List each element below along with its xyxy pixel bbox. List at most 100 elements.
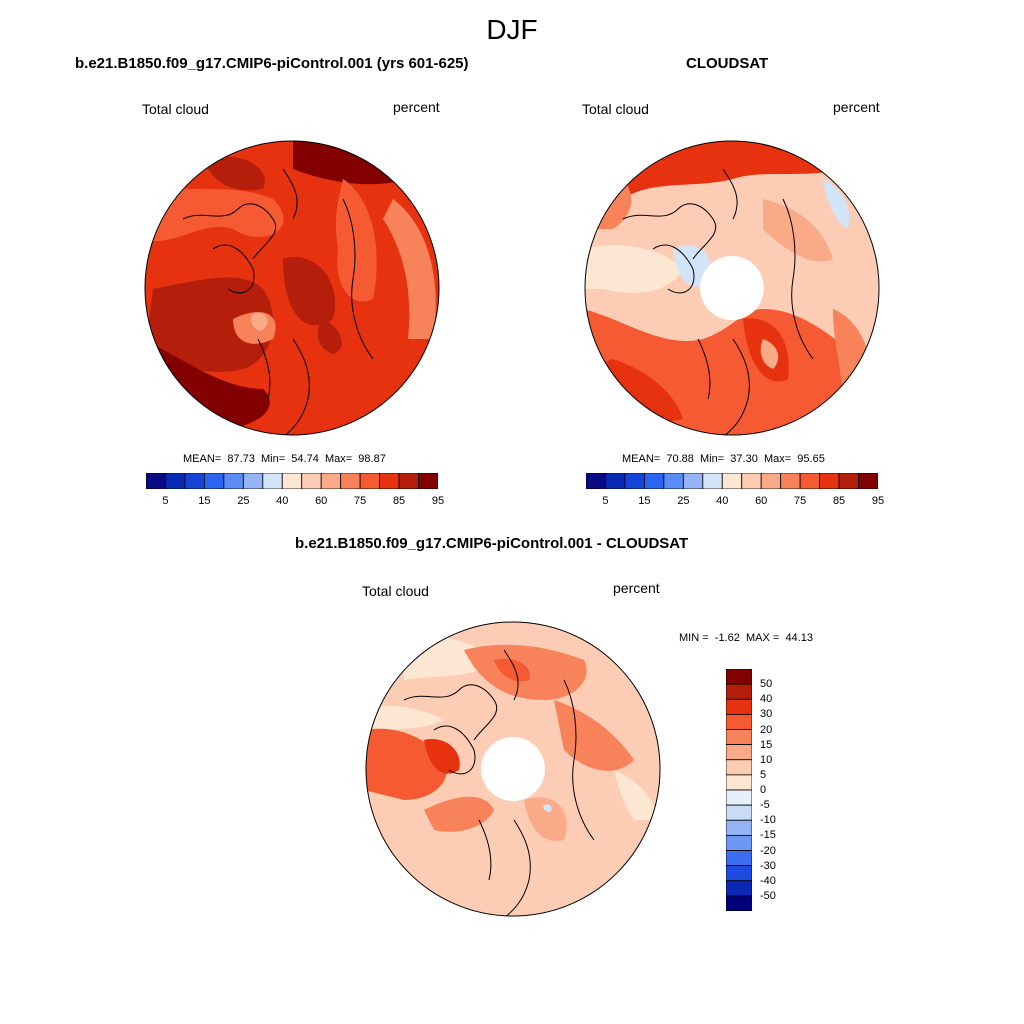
obs-colorbar-tick-label: 5	[602, 495, 609, 507]
obs-panel-title: CLOUDSAT	[686, 55, 769, 72]
diff-colorbar-tick-label: 40	[760, 693, 773, 706]
diff-polar-map	[365, 621, 661, 917]
obs-colorbar-tick-label: 40	[716, 495, 729, 507]
diff-colorbar-box	[726, 789, 752, 806]
obs-units-label: percent	[833, 99, 880, 115]
model-colorbar-box	[262, 473, 283, 489]
obs-colorbar-tick-label: 75	[794, 495, 807, 507]
obs-colorbar-tick-label: 85	[832, 495, 846, 507]
obs-colorbar-box	[682, 473, 704, 489]
diff-units-label: percent	[613, 580, 660, 596]
diff-max-label: MAX =	[745, 632, 780, 644]
diff-colorbar-tick-label: -30	[760, 859, 776, 872]
obs-colorbar-labels: 5 15 25 40 60 75 85 95	[586, 495, 884, 509]
model-colorbar-tick-label: 5	[162, 495, 169, 507]
obs-colorbar-box	[858, 473, 878, 489]
diff-colorbar-box	[726, 683, 752, 700]
model-colorbar-box	[281, 473, 303, 489]
main-title: DJF	[486, 14, 538, 45]
diff-colorbar-tick-label: 10	[760, 753, 773, 766]
diff-colorbar-box	[726, 744, 752, 761]
obs-mean-value: 70.88	[666, 453, 694, 465]
diff-min-value: -1.62	[714, 632, 740, 644]
obs-min-value: 37.30	[730, 453, 758, 465]
model-stats: MEAN= 87.73 Min= 54.74 Max= 98.87	[183, 453, 386, 465]
diff-variable-label: Total cloud	[362, 583, 429, 599]
diff-colorbar-tick-label: -10	[760, 814, 776, 827]
model-colorbar-box	[359, 473, 380, 489]
model-colorbar-tick-label: 60	[315, 495, 328, 507]
obs-colorbar-tick-label: 60	[755, 495, 768, 507]
model-max-value: 98.87	[358, 453, 386, 465]
obs-colorbar	[586, 473, 878, 489]
obs-colorbar-tick-label: 25	[677, 495, 690, 507]
model-max-label: Max=	[324, 453, 353, 465]
model-colorbar-tick-label: 75	[354, 495, 367, 507]
diff-colorbar-tick-label: 15	[760, 738, 773, 751]
diff-colorbar-tick-label: 30	[760, 708, 773, 721]
diff-colorbar-tick-label: 50	[760, 678, 773, 691]
diff-colorbar-box	[726, 865, 752, 882]
obs-colorbar-box	[838, 473, 859, 489]
diff-colorbar-tick-label: 20	[760, 723, 773, 736]
model-colorbar-box	[379, 473, 400, 489]
model-colorbar-box	[223, 473, 244, 489]
model-colorbar-tick-label: 25	[237, 495, 250, 507]
obs-colorbar-box	[721, 473, 743, 489]
obs-colorbar-box	[605, 473, 626, 489]
obs-colorbar-box	[741, 473, 762, 489]
obs-colorbar-tick-label: 15	[638, 495, 651, 507]
model-panel-title: b.e21.B1850.f09_g17.CMIP6-piControl.001 …	[75, 55, 469, 72]
diff-colorbar-box	[726, 669, 752, 685]
diff-colorbar-box	[726, 819, 752, 836]
diff-colorbar-box	[726, 804, 752, 821]
obs-colorbar-box	[663, 473, 684, 489]
obs-colorbar-box	[644, 473, 665, 489]
model-polar-map	[144, 140, 440, 436]
obs-colorbar-box	[702, 473, 723, 489]
model-colorbar-box	[418, 473, 438, 489]
obs-colorbar-tick-label: 95	[871, 495, 885, 507]
diff-colorbar-box	[726, 895, 752, 911]
diff-colorbar-box	[726, 880, 752, 897]
obs-colorbar-box	[586, 473, 606, 489]
model-colorbar-tick-label: 40	[276, 495, 289, 507]
diff-colorbar-tick-label: -50	[760, 889, 776, 902]
diff-colorbar-box	[726, 698, 752, 715]
model-variable-label: Total cloud	[142, 101, 209, 117]
model-min-value: 54.74	[291, 453, 319, 465]
obs-variable-label: Total cloud	[582, 101, 649, 117]
diff-colorbar-box	[726, 729, 752, 746]
obs-stats: MEAN= 70.88 Min= 37.30 Max= 95.65	[622, 453, 825, 465]
obs-max-label: Max=	[763, 453, 792, 465]
model-colorbar-tick-label: 85	[392, 495, 406, 507]
diff-colorbar-box	[726, 713, 752, 730]
diff-colorbar-box	[726, 850, 752, 867]
model-mean-value: 87.73	[227, 453, 255, 465]
model-colorbar-box	[242, 473, 264, 489]
model-mean-label: MEAN=	[183, 453, 222, 465]
diff-colorbar-tick-label: -5	[760, 799, 770, 812]
obs-colorbar-box	[624, 473, 645, 489]
obs-min-label: Min=	[700, 453, 725, 465]
model-colorbar-box	[340, 473, 361, 489]
model-colorbar-tick-label: 95	[431, 495, 445, 507]
model-colorbar-box	[398, 473, 419, 489]
obs-polar-map	[584, 140, 880, 436]
model-colorbar-tick-label: 15	[198, 495, 211, 507]
diff-min-label: MIN =	[679, 632, 709, 644]
obs-colorbar-box	[780, 473, 801, 489]
diff-panel-title: b.e21.B1850.f09_g17.CMIP6-piControl.001 …	[295, 535, 689, 552]
model-colorbar-box	[204, 473, 225, 489]
diff-colorbar-box	[726, 834, 752, 851]
model-colorbar	[146, 473, 438, 489]
model-colorbar-box	[320, 473, 342, 489]
diff-colorbar-box	[726, 774, 752, 791]
diff-max-value: 44.13	[785, 632, 813, 644]
model-colorbar-box	[165, 473, 186, 489]
obs-colorbar-box	[760, 473, 782, 489]
obs-mean-label: MEAN=	[622, 453, 661, 465]
diff-minmax: MIN = -1.62 MAX = 44.13	[679, 632, 813, 644]
diff-colorbar-tick-label: 0	[760, 784, 767, 796]
model-min-label: Min=	[261, 453, 286, 465]
